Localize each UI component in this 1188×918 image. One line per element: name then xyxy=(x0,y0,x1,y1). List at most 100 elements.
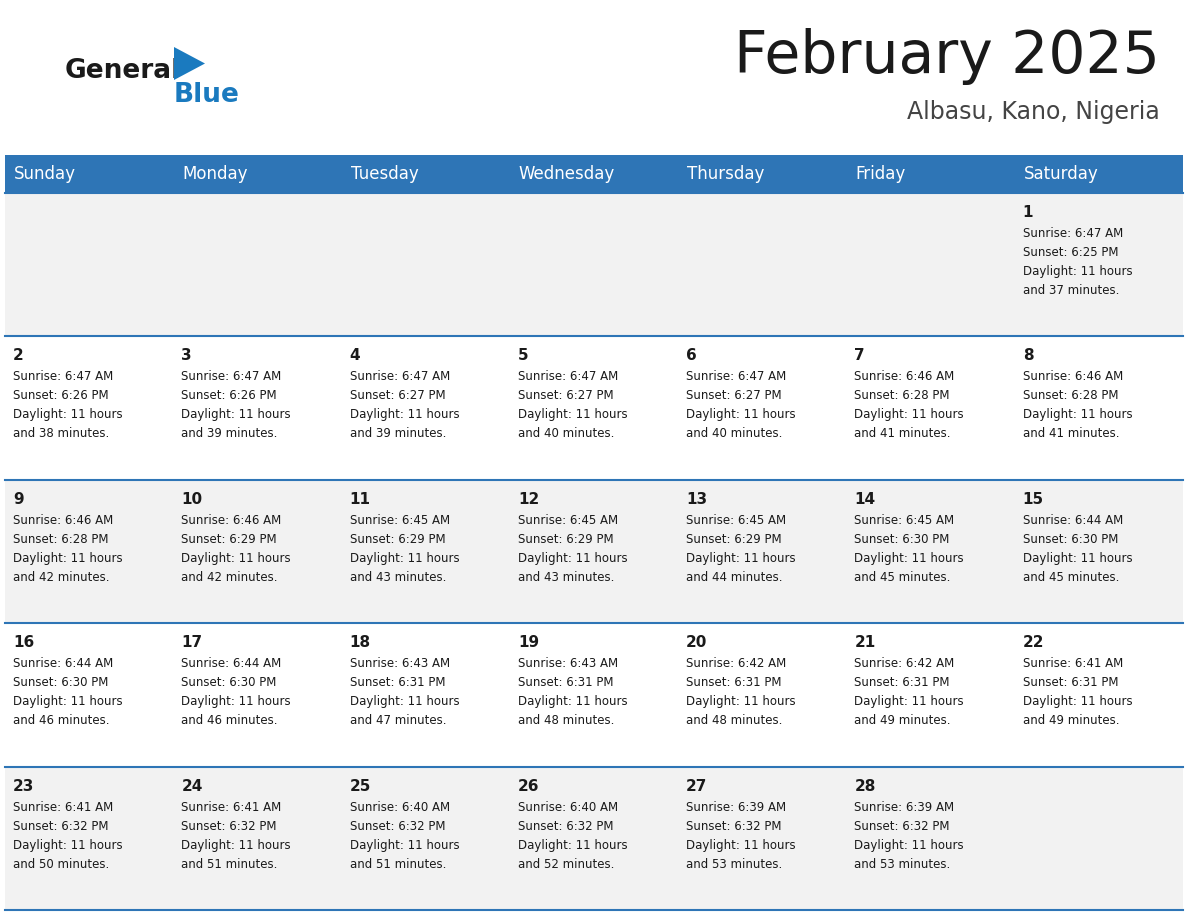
Text: Sunset: 6:32 PM: Sunset: 6:32 PM xyxy=(13,820,108,833)
Text: and 43 minutes.: and 43 minutes. xyxy=(518,571,614,584)
Text: Sunrise: 6:41 AM: Sunrise: 6:41 AM xyxy=(13,800,113,813)
Text: Sunrise: 6:47 AM: Sunrise: 6:47 AM xyxy=(687,370,786,384)
Text: and 45 minutes.: and 45 minutes. xyxy=(854,571,950,584)
Text: Sunrise: 6:44 AM: Sunrise: 6:44 AM xyxy=(1023,514,1123,527)
Text: 12: 12 xyxy=(518,492,539,507)
Text: Daylight: 11 hours: Daylight: 11 hours xyxy=(13,839,122,852)
Text: and 44 minutes.: and 44 minutes. xyxy=(687,571,783,584)
Text: Sunrise: 6:47 AM: Sunrise: 6:47 AM xyxy=(518,370,618,384)
Text: and 52 minutes.: and 52 minutes. xyxy=(518,857,614,870)
Text: Sunrise: 6:39 AM: Sunrise: 6:39 AM xyxy=(854,800,954,813)
Text: Sunday: Sunday xyxy=(14,165,76,183)
Text: Daylight: 11 hours: Daylight: 11 hours xyxy=(687,409,796,421)
Text: Daylight: 11 hours: Daylight: 11 hours xyxy=(854,552,963,565)
Text: Sunrise: 6:46 AM: Sunrise: 6:46 AM xyxy=(182,514,282,527)
Bar xyxy=(5,480,1183,623)
Text: Sunset: 6:31 PM: Sunset: 6:31 PM xyxy=(518,677,613,689)
Text: and 49 minutes.: and 49 minutes. xyxy=(854,714,950,727)
Text: General: General xyxy=(65,58,182,84)
Text: Sunrise: 6:45 AM: Sunrise: 6:45 AM xyxy=(349,514,450,527)
Text: Sunset: 6:25 PM: Sunset: 6:25 PM xyxy=(1023,246,1118,259)
Text: 28: 28 xyxy=(854,778,876,793)
Text: Sunrise: 6:45 AM: Sunrise: 6:45 AM xyxy=(854,514,954,527)
Text: 27: 27 xyxy=(687,778,708,793)
Text: Sunrise: 6:41 AM: Sunrise: 6:41 AM xyxy=(182,800,282,813)
Text: Daylight: 11 hours: Daylight: 11 hours xyxy=(349,839,460,852)
Text: Sunrise: 6:41 AM: Sunrise: 6:41 AM xyxy=(1023,657,1123,670)
Text: and 51 minutes.: and 51 minutes. xyxy=(182,857,278,870)
Text: Sunrise: 6:47 AM: Sunrise: 6:47 AM xyxy=(1023,227,1123,240)
Text: Sunset: 6:32 PM: Sunset: 6:32 PM xyxy=(854,820,950,833)
Text: and 53 minutes.: and 53 minutes. xyxy=(687,857,783,870)
Bar xyxy=(342,155,510,193)
Text: Sunset: 6:26 PM: Sunset: 6:26 PM xyxy=(13,389,108,402)
Text: Sunrise: 6:42 AM: Sunrise: 6:42 AM xyxy=(854,657,955,670)
Text: Daylight: 11 hours: Daylight: 11 hours xyxy=(13,552,122,565)
Text: Tuesday: Tuesday xyxy=(350,165,418,183)
Text: 1: 1 xyxy=(1023,205,1034,220)
Bar xyxy=(5,193,1183,336)
Text: and 42 minutes.: and 42 minutes. xyxy=(182,571,278,584)
Text: Monday: Monday xyxy=(182,165,248,183)
Text: Daylight: 11 hours: Daylight: 11 hours xyxy=(518,409,627,421)
Text: Daylight: 11 hours: Daylight: 11 hours xyxy=(182,839,291,852)
Bar xyxy=(1015,155,1183,193)
Text: and 40 minutes.: and 40 minutes. xyxy=(687,428,783,441)
Text: Sunrise: 6:47 AM: Sunrise: 6:47 AM xyxy=(13,370,113,384)
Text: 11: 11 xyxy=(349,492,371,507)
Text: Daylight: 11 hours: Daylight: 11 hours xyxy=(518,695,627,708)
Text: and 41 minutes.: and 41 minutes. xyxy=(854,428,950,441)
Text: Sunset: 6:28 PM: Sunset: 6:28 PM xyxy=(854,389,950,402)
Text: Daylight: 11 hours: Daylight: 11 hours xyxy=(182,552,291,565)
Text: and 49 minutes.: and 49 minutes. xyxy=(1023,714,1119,727)
Text: Daylight: 11 hours: Daylight: 11 hours xyxy=(349,409,460,421)
Bar xyxy=(846,155,1015,193)
Bar xyxy=(5,767,1183,910)
Polygon shape xyxy=(173,47,206,80)
Text: Daylight: 11 hours: Daylight: 11 hours xyxy=(687,552,796,565)
Text: and 43 minutes.: and 43 minutes. xyxy=(349,571,446,584)
Text: Sunrise: 6:40 AM: Sunrise: 6:40 AM xyxy=(349,800,450,813)
Text: 6: 6 xyxy=(687,349,697,364)
Text: Sunset: 6:31 PM: Sunset: 6:31 PM xyxy=(1023,677,1118,689)
Text: Sunrise: 6:42 AM: Sunrise: 6:42 AM xyxy=(687,657,786,670)
Text: and 46 minutes.: and 46 minutes. xyxy=(182,714,278,727)
Text: Sunset: 6:30 PM: Sunset: 6:30 PM xyxy=(1023,532,1118,546)
Text: Sunset: 6:29 PM: Sunset: 6:29 PM xyxy=(349,532,446,546)
Text: 9: 9 xyxy=(13,492,24,507)
Text: Sunset: 6:31 PM: Sunset: 6:31 PM xyxy=(687,677,782,689)
Text: Sunrise: 6:44 AM: Sunrise: 6:44 AM xyxy=(182,657,282,670)
Text: 20: 20 xyxy=(687,635,708,650)
Text: Saturday: Saturday xyxy=(1024,165,1099,183)
Text: 14: 14 xyxy=(854,492,876,507)
Text: 13: 13 xyxy=(687,492,707,507)
Text: Sunset: 6:29 PM: Sunset: 6:29 PM xyxy=(518,532,613,546)
Text: Sunset: 6:32 PM: Sunset: 6:32 PM xyxy=(518,820,613,833)
Text: and 41 minutes.: and 41 minutes. xyxy=(1023,428,1119,441)
Text: Sunrise: 6:44 AM: Sunrise: 6:44 AM xyxy=(13,657,113,670)
Text: Daylight: 11 hours: Daylight: 11 hours xyxy=(349,695,460,708)
Text: 26: 26 xyxy=(518,778,539,793)
Text: Daylight: 11 hours: Daylight: 11 hours xyxy=(518,839,627,852)
Text: and 39 minutes.: and 39 minutes. xyxy=(349,428,446,441)
Text: Daylight: 11 hours: Daylight: 11 hours xyxy=(687,695,796,708)
Text: 17: 17 xyxy=(182,635,202,650)
Bar xyxy=(173,155,342,193)
Text: and 39 minutes.: and 39 minutes. xyxy=(182,428,278,441)
Text: 4: 4 xyxy=(349,349,360,364)
Text: and 40 minutes.: and 40 minutes. xyxy=(518,428,614,441)
Text: Daylight: 11 hours: Daylight: 11 hours xyxy=(1023,695,1132,708)
Text: Sunrise: 6:45 AM: Sunrise: 6:45 AM xyxy=(518,514,618,527)
Text: 19: 19 xyxy=(518,635,539,650)
Bar xyxy=(5,623,1183,767)
Text: Sunset: 6:28 PM: Sunset: 6:28 PM xyxy=(13,532,108,546)
Text: 10: 10 xyxy=(182,492,202,507)
Text: 7: 7 xyxy=(854,349,865,364)
Text: Sunrise: 6:39 AM: Sunrise: 6:39 AM xyxy=(687,800,786,813)
Text: Sunset: 6:32 PM: Sunset: 6:32 PM xyxy=(349,820,446,833)
Text: and 38 minutes.: and 38 minutes. xyxy=(13,428,109,441)
Bar xyxy=(5,155,173,193)
Text: Sunrise: 6:47 AM: Sunrise: 6:47 AM xyxy=(182,370,282,384)
Text: and 46 minutes.: and 46 minutes. xyxy=(13,714,109,727)
Text: 8: 8 xyxy=(1023,349,1034,364)
